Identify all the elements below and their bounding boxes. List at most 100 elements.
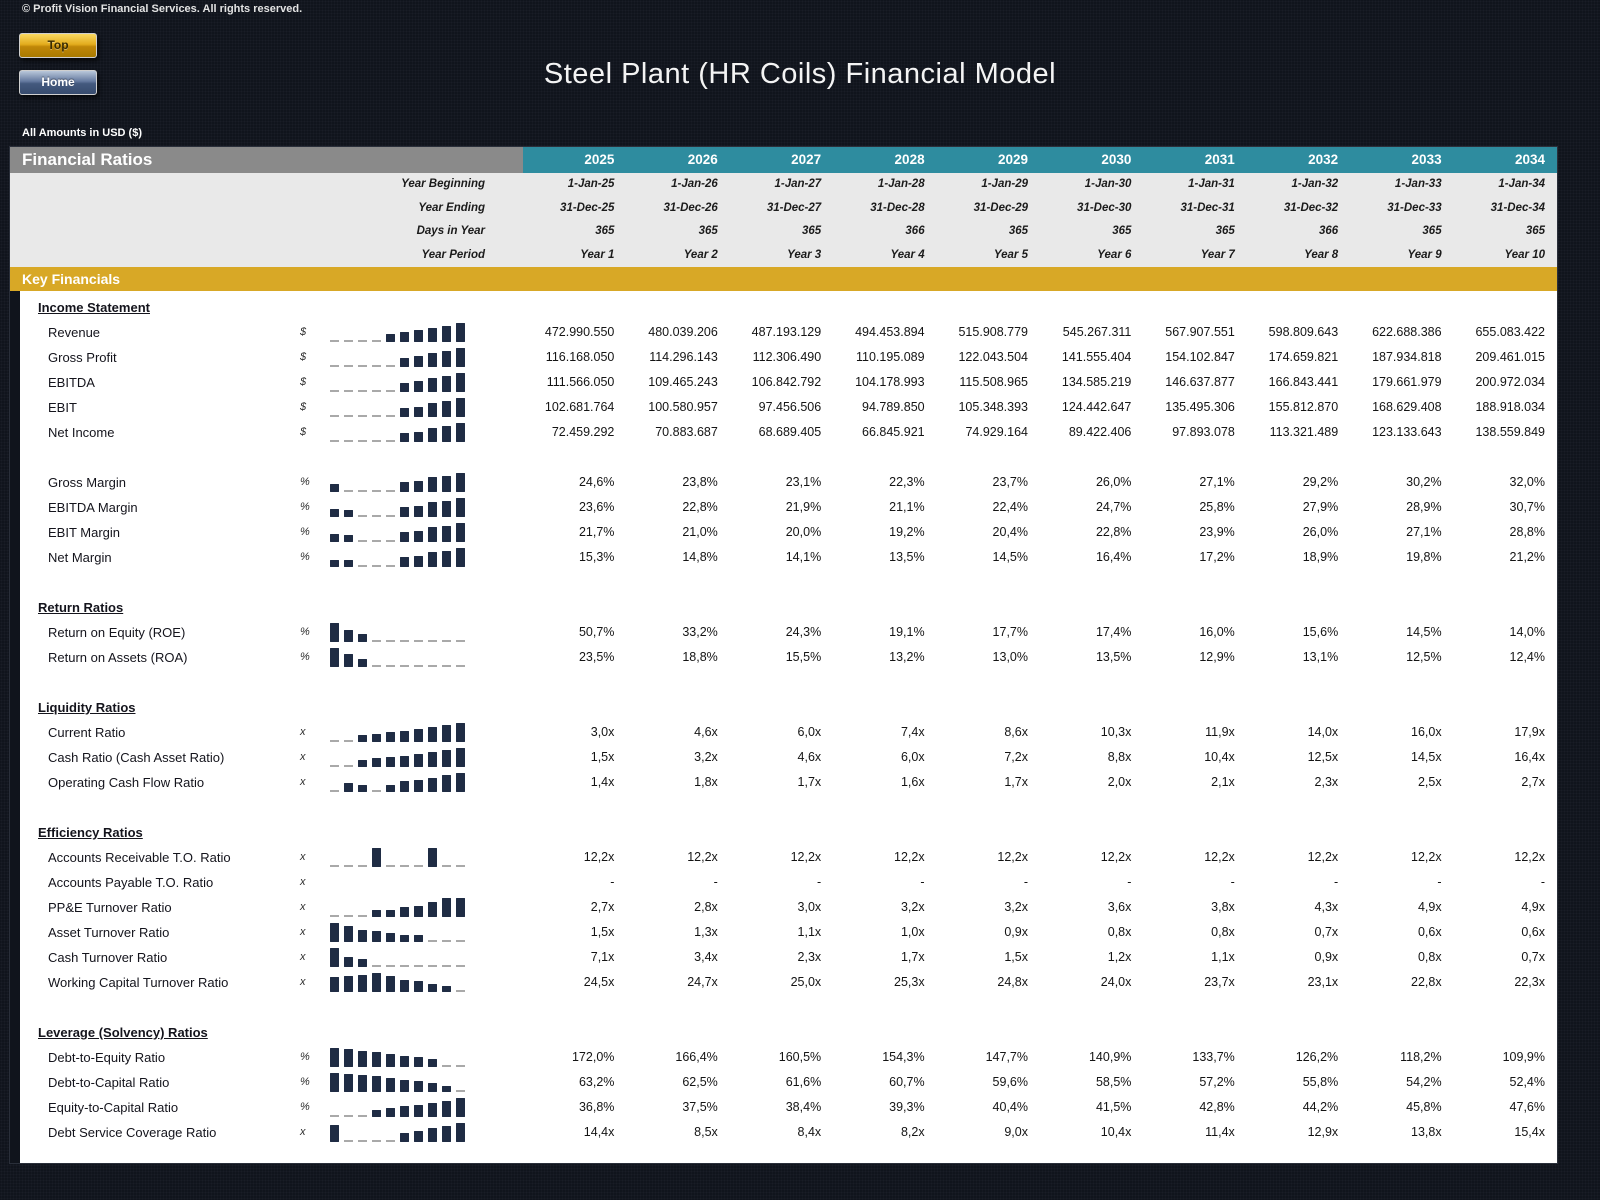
value-cell: 3,4x <box>694 950 718 964</box>
spark-bar <box>400 557 409 567</box>
spark-bar <box>414 729 423 742</box>
value-cell: 14,5% <box>992 550 1028 564</box>
value-cell: 23,8% <box>682 475 718 489</box>
table-row: EBITDA $111.566.050 109.465.243 106.842.792… <box>20 370 1557 395</box>
value-cell: 105.348.393 <box>958 400 1028 414</box>
spark-bar <box>442 775 451 792</box>
value-cell: 24,6% <box>578 475 615 489</box>
value-cell: 74.929.164 <box>965 425 1028 439</box>
spark-bar <box>330 415 339 417</box>
row-label: Gross Profit <box>48 350 117 365</box>
meta-value-cell: 1-Jan-26 <box>671 178 718 190</box>
value-cell: 25,3x <box>894 975 925 989</box>
unit-label: $ <box>300 376 307 388</box>
spark-bar <box>456 865 465 867</box>
value-cell: - <box>817 875 822 889</box>
spark-bar <box>372 909 381 917</box>
spark-bar <box>442 475 451 492</box>
value-cell: 7,2x <box>1004 750 1028 764</box>
value-cell: 30,2% <box>1406 475 1442 489</box>
value-cell: 100.580.957 <box>648 400 718 414</box>
meta-value-cell: Year 2 <box>683 248 718 261</box>
value-cell: 59,6% <box>992 1075 1028 1089</box>
spark-bar <box>344 1140 353 1142</box>
spark-bar <box>330 740 339 742</box>
table-row: Asset Turnover Ratio x 1,5x 1,3x 1,1x 1,0x 0,9… <box>20 920 1557 945</box>
row-label: Net Income <box>48 425 115 440</box>
value-cell: 494.453.894 <box>855 325 925 339</box>
spark-bar <box>456 473 465 492</box>
spark-bar <box>400 665 409 667</box>
table-row: Return on Assets (ROA)% 23,5% 18,8% 15,5% 13… <box>20 645 1557 670</box>
year-header-cell: 2028 <box>833 147 937 173</box>
value-cell: 0,8x <box>1211 925 1235 939</box>
value-cell: 16,0x <box>1411 725 1442 739</box>
value-cell: 19,1% <box>889 625 925 639</box>
spark-bar <box>428 403 437 417</box>
spark-bar <box>386 975 395 992</box>
meta-value-cell: 1-Jan-32 <box>1291 178 1339 190</box>
spark-bar <box>344 415 353 417</box>
value-cell: 487.193.129 <box>751 325 822 339</box>
spark-bar <box>414 555 423 567</box>
value-cell: 122.043.504 <box>958 350 1028 364</box>
spark-bar <box>344 490 353 492</box>
value-cell: 1,7x <box>1004 775 1028 789</box>
spark-bar <box>330 948 339 967</box>
value-cell: 22,4% <box>992 500 1028 514</box>
sparkline <box>328 470 523 495</box>
value-cell: 110.195.089 <box>856 350 925 364</box>
value-cell: 0,8x <box>1417 950 1442 964</box>
value-cell: 15,5% <box>785 650 822 664</box>
spacer-row <box>20 795 1557 820</box>
value-cell: 172,0% <box>571 1050 615 1064</box>
year-header-cell: 2032 <box>1246 147 1351 173</box>
spark-bar <box>428 940 437 942</box>
spark-bar <box>428 965 437 967</box>
value-cell: 12,2x <box>1411 850 1442 864</box>
spark-bar <box>358 415 367 417</box>
value-cell: 11,9x <box>1205 725 1235 739</box>
unit-label: % <box>300 501 310 513</box>
value-cell: 109,9% <box>1502 1050 1545 1064</box>
value-cell: 12,9x <box>1307 1125 1339 1139</box>
value-cell: 26,0% <box>1302 525 1339 539</box>
value-cell: 61,6% <box>785 1075 822 1089</box>
value-cell: 21,0% <box>682 525 718 539</box>
spark-bar <box>372 440 381 442</box>
value-cell: 154,3% <box>882 1050 925 1064</box>
row-label: Return on Equity (ROE) <box>48 625 186 640</box>
value-cell: 20,4% <box>992 525 1028 539</box>
sparkline <box>328 870 523 895</box>
meta-value-cell: 1-Jan-25 <box>567 178 615 190</box>
value-cell: 12,2x <box>1514 850 1545 864</box>
year-header-cell: 2031 <box>1143 147 1247 173</box>
home-button[interactable]: Home <box>19 70 97 95</box>
spark-bar <box>400 332 409 342</box>
spark-bar <box>358 784 367 792</box>
spark-bar <box>344 510 353 517</box>
top-button[interactable]: Top <box>19 33 97 58</box>
unit-label: x <box>300 1126 306 1138</box>
spark-bar <box>386 933 395 942</box>
spark-bar <box>386 490 395 492</box>
spark-bar <box>372 565 381 567</box>
spark-bar <box>414 981 423 992</box>
spark-bar <box>400 730 409 742</box>
spark-bar <box>456 1098 465 1117</box>
spark-bar <box>358 734 367 742</box>
value-cell: 41,5% <box>1095 1100 1132 1114</box>
page-title: Steel Plant (HR Coils) Financial Model <box>543 58 1057 90</box>
value-cell: 23,9% <box>1199 525 1235 539</box>
year-header-cell: 2034 <box>1453 147 1557 173</box>
meta-value-cell: 366 <box>1319 225 1339 237</box>
spark-bar <box>330 923 339 942</box>
row-label: Asset Turnover Ratio <box>48 925 170 940</box>
value-cell: 66.845.921 <box>862 425 925 439</box>
spark-bar <box>414 865 423 867</box>
year-header-cell: 2030 <box>1040 147 1144 173</box>
section-title: Efficiency Ratios <box>38 825 143 840</box>
value-cell: 0,7x <box>1521 950 1545 964</box>
meta-value-cell: Year 6 <box>1097 248 1132 261</box>
spark-bar <box>330 765 339 767</box>
